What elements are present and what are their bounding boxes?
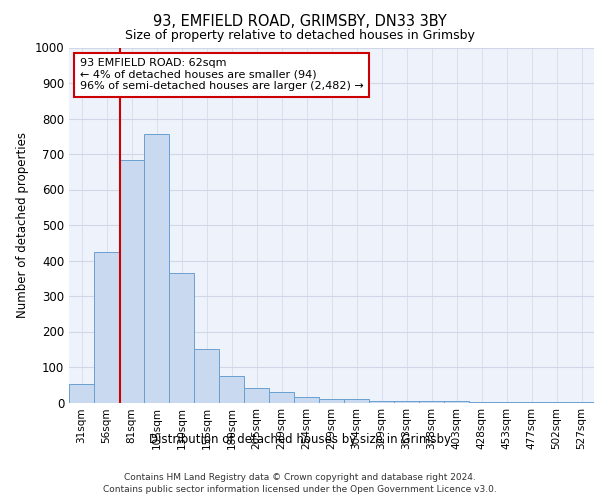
Text: Distribution of detached houses by size in Grimsby: Distribution of detached houses by size … (149, 432, 451, 446)
Bar (294, 397, 319, 402)
Bar (319, 399, 344, 402)
Bar (369, 400, 394, 402)
Bar (144, 134, 169, 402)
Bar (269, 392, 294, 402)
Bar (244, 388, 269, 402)
Text: 93 EMFIELD ROAD: 62sqm
← 4% of detached houses are smaller (94)
96% of semi-deta: 93 EMFIELD ROAD: 62sqm ← 4% of detached … (79, 58, 363, 92)
Text: Contains public sector information licensed under the Open Government Licence v3: Contains public sector information licen… (103, 485, 497, 494)
Text: Contains HM Land Registry data © Crown copyright and database right 2024.: Contains HM Land Registry data © Crown c… (124, 472, 476, 482)
Bar (119, 160, 144, 402)
Text: 93, EMFIELD ROAD, GRIMSBY, DN33 3BY: 93, EMFIELD ROAD, GRIMSBY, DN33 3BY (153, 14, 447, 29)
Text: Size of property relative to detached houses in Grimsby: Size of property relative to detached ho… (125, 29, 475, 42)
Bar (344, 399, 369, 402)
Bar (69, 384, 94, 402)
Bar (394, 400, 419, 402)
Y-axis label: Number of detached properties: Number of detached properties (16, 132, 29, 318)
Bar (194, 348, 219, 403)
Bar (94, 252, 119, 402)
Bar (219, 376, 244, 402)
Bar (169, 273, 194, 402)
